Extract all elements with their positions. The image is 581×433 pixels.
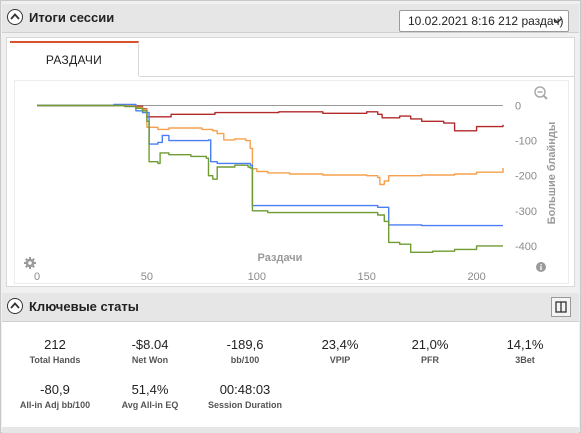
stat-value: 00:48:03 xyxy=(219,382,271,397)
series-line-1 xyxy=(37,104,504,186)
stat-label: Total Hands xyxy=(29,355,81,365)
y-tick-label: -100 xyxy=(515,136,537,148)
session-summary-header: Итоги сессии 10.02.2021 8:16 212 раздач) xyxy=(2,4,579,33)
chevron-up-icon xyxy=(10,302,20,309)
hands-chart: 0 50 100 150 200 0 -100 -200 -300 -400 Большие бла… xyxy=(24,86,558,283)
gear-icon[interactable] xyxy=(24,257,36,269)
chevron-up-icon xyxy=(10,13,20,20)
tab-hands-label: РАЗДАЧИ xyxy=(45,53,103,67)
stat-total-hands: 212 Total Hands xyxy=(7,337,103,365)
axes-layer: 0 50 100 150 200 0 -100 -200 -300 -400 Большие бла… xyxy=(34,101,558,283)
stat-session-duration: 00:48:03 Session Duration xyxy=(197,382,293,410)
stat-bb-100: -189,6 bb/100 xyxy=(197,337,293,365)
stat-value: -80,9 xyxy=(40,382,70,397)
stat-label: PFR xyxy=(421,355,439,365)
y-tick-label: -200 xyxy=(515,171,537,183)
stat-avg-allin-eq: 51,4% Avg All-in EQ xyxy=(102,382,198,410)
chart-area: 0 50 100 150 200 0 -100 -200 -300 -400 Большие бла… xyxy=(14,80,569,284)
stat-label: Avg All-in EQ xyxy=(121,400,179,410)
stat-label: All-in Adj bb/100 xyxy=(19,400,91,410)
stat-value: 23,4% xyxy=(321,337,359,352)
x-tick-label: 0 xyxy=(34,271,40,283)
x-tick-label: 50 xyxy=(141,271,153,283)
columns-icon xyxy=(555,301,567,313)
x-axis-title: Раздачи xyxy=(257,252,303,264)
stat-label: VPIP xyxy=(329,355,351,365)
stat-value: 21,0% xyxy=(411,337,449,352)
series-line-2 xyxy=(37,103,503,227)
x-tick-label: 200 xyxy=(467,271,485,283)
session-summary-title: Итоги сессии xyxy=(29,10,115,25)
stat-label: Session Duration xyxy=(207,400,282,410)
stat-pfr: 21,0% PFR xyxy=(382,337,478,365)
stat-label: bb/100 xyxy=(230,355,260,365)
series-line-3 xyxy=(37,104,503,253)
x-tick-label: 100 xyxy=(248,271,266,283)
stat-value: 14,1% xyxy=(506,337,544,352)
key-stats-header: Ключевые статы xyxy=(2,293,579,322)
stat-net-won: -$8.04 Net Won xyxy=(102,337,198,365)
info-icon[interactable] xyxy=(536,262,546,272)
y-tick-label: 0 xyxy=(515,101,521,113)
stat-value: 51,4% xyxy=(131,382,169,397)
layout-toggle-button[interactable] xyxy=(551,297,571,317)
series-layer xyxy=(37,103,504,253)
zoom-out-icon[interactable] xyxy=(534,86,548,100)
stat-allin-adj: -80,9 All-in Adj bb/100 xyxy=(7,382,103,410)
y-tick-label: -300 xyxy=(515,206,537,218)
next-panel-header xyxy=(2,427,579,433)
session-select-dropdown[interactable]: 10.02.2021 8:16 212 раздач) xyxy=(399,10,569,32)
tab-divider xyxy=(139,76,574,77)
y-tick-label: -400 xyxy=(515,241,537,253)
key-stats-grid: 212 Total Hands -$8.04 Net Won -189,6 bb… xyxy=(2,322,579,427)
stat-value: 212 xyxy=(44,337,66,352)
chevron-down-icon xyxy=(553,18,562,24)
session-select-value: 10.02.2021 8:16 212 раздач) xyxy=(408,14,564,28)
stat-3bet: 14,1% 3Bet xyxy=(477,337,573,365)
x-tick-label: 150 xyxy=(358,271,376,283)
y-axis-title: Большие блайнды xyxy=(546,122,558,225)
stat-value: -189,6 xyxy=(226,337,264,352)
stat-label: Net Won xyxy=(131,355,169,365)
collapse-session-button[interactable] xyxy=(7,9,23,25)
stat-value: -$8.04 xyxy=(131,337,169,352)
stat-label: 3Bet xyxy=(515,355,535,365)
tab-hands[interactable]: РАЗДАЧИ xyxy=(10,41,139,76)
session-content: РАЗДАЧИ 0 50 100 150 200 0 -100 -200 -300 -400 Бол… xyxy=(6,37,575,287)
series-line-0 xyxy=(37,104,504,132)
key-stats-title: Ключевые статы xyxy=(29,299,139,314)
stat-vpip: 23,4% VPIP xyxy=(292,337,388,365)
collapse-stats-button[interactable] xyxy=(7,298,23,314)
